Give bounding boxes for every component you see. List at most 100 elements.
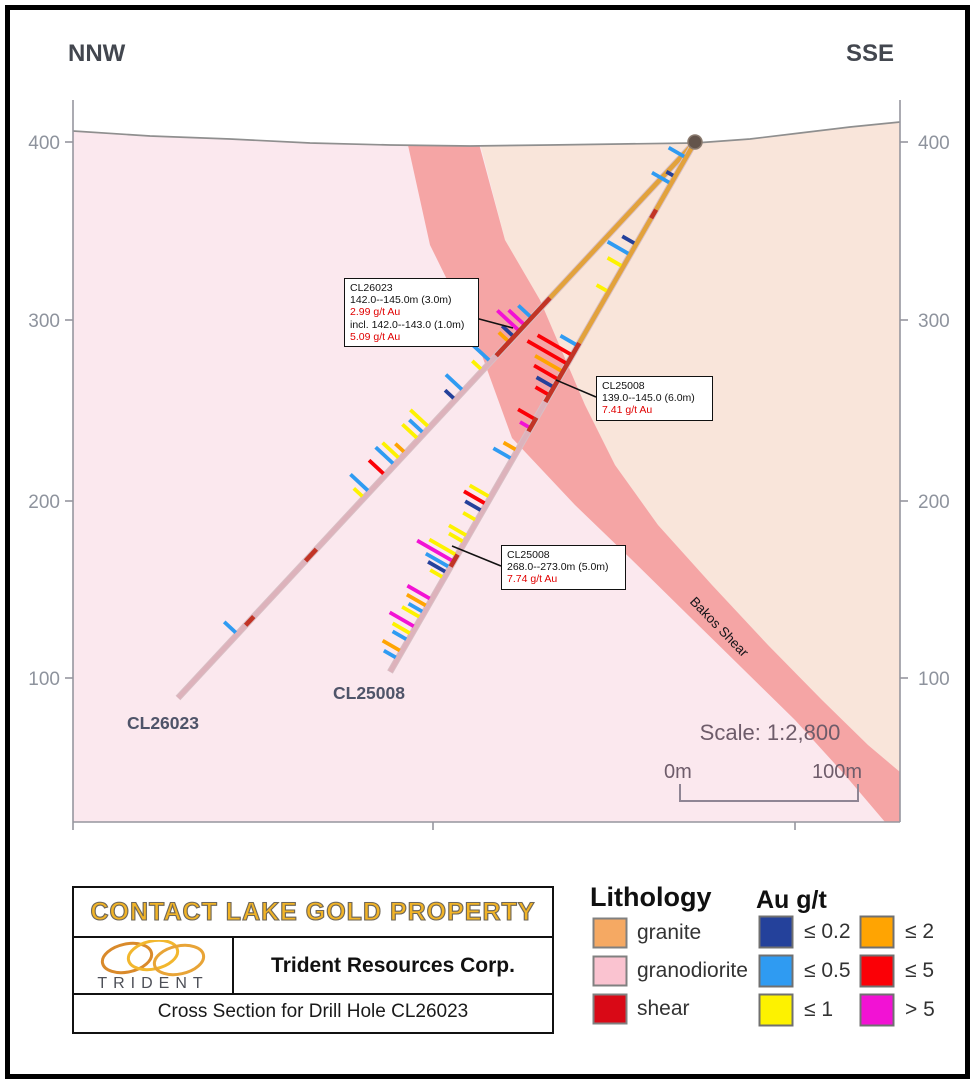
company-name: Trident Resources Corp.: [271, 953, 515, 977]
legend-label: ≤ 5: [905, 959, 935, 982]
au-gt5-swatch: [859, 993, 895, 1027]
trace-graphic: [391, 621, 413, 636]
legend-label: ≤ 0.2: [804, 920, 851, 943]
granite-swatch: [592, 917, 628, 949]
legend-item-au-1: ≤ 1: [758, 993, 833, 1027]
axis-label-right-200: 200: [918, 492, 950, 513]
legend-label: ≤ 1: [804, 998, 834, 1021]
au-0.2-swatch: [758, 915, 794, 949]
trace-graphic: [388, 610, 417, 630]
trace-graphic: [428, 537, 459, 558]
trace-graphic: [424, 551, 452, 570]
trace-graphic: [416, 538, 455, 564]
trace-graphic: [577, 217, 654, 345]
legend-label: granodiorite: [637, 959, 748, 982]
trace-graphic: [621, 234, 638, 246]
legend-label: > 5: [905, 998, 935, 1021]
shear-band: [402, 118, 900, 822]
legend-item-au-0.2: ≤ 0.2: [758, 915, 851, 949]
trace-graphic: [492, 446, 514, 461]
trace-graphic: [352, 486, 366, 500]
hole-label-cl25008: CL25008: [333, 683, 405, 703]
trace-graphic: [444, 373, 465, 393]
scale-right-label: 100m: [812, 761, 862, 783]
trident-logo-text: TRIDENT: [97, 975, 208, 992]
orientation-label-nnw: NNW: [68, 40, 126, 67]
callout-line: 268.0--273.0m (5.0m): [507, 561, 609, 574]
property-title: CONTACT LAKE GOLD PROPERTY: [90, 897, 536, 926]
trace-graphic: [349, 472, 371, 494]
trident-logo: TRIDENT: [74, 938, 234, 993]
callout-cl25008-268m: CL25008 268.0--273.0m (5.0m) 7.74 g/t Au: [501, 545, 626, 590]
trace-graphic: [176, 623, 248, 700]
trace-graphic: [534, 354, 564, 374]
trace-graphic: [222, 620, 239, 636]
trace-graphic: [496, 309, 521, 333]
au-legend-title: Au g/t: [756, 886, 827, 914]
trace-graphic: [533, 363, 560, 382]
trace-graphic: [401, 422, 420, 441]
shear-swatch: [592, 993, 628, 1025]
callout-line: 5.09 g/t Au: [350, 330, 401, 343]
callout-cl25008-139m: CL25008 139.0--145.0 (6.0m) 7.41 g/t Au: [596, 376, 713, 421]
trace-graphic: [429, 568, 446, 580]
trace-graphic: [406, 584, 433, 602]
trace-graphic: [427, 560, 449, 575]
legend-label: ≤ 2: [905, 920, 935, 943]
trace-graphic: [651, 170, 673, 186]
trace-graphic: [548, 140, 697, 300]
trace-graphic: [448, 553, 460, 568]
trace-graphic: [534, 385, 551, 397]
callout-line: 7.41 g/t Au: [602, 404, 653, 417]
drill-traces: [175, 139, 698, 701]
trace-graphic: [502, 440, 519, 453]
trace-graphic: [243, 614, 256, 627]
trace-graphic: [462, 511, 478, 523]
au-5-swatch: [859, 954, 895, 988]
trace-graphic: [463, 489, 488, 506]
axis-label-right-400: 400: [918, 133, 950, 154]
trace-graphic: [606, 240, 632, 257]
axis-label-left-400: 400: [28, 133, 60, 154]
trace-graphic: [367, 458, 387, 477]
above-surface-mask: [70, 96, 903, 146]
axes: [65, 100, 908, 830]
legend-item-shear: shear: [592, 993, 690, 1025]
callout-line: CL26023: [350, 282, 393, 294]
trace-graphic: [559, 334, 579, 348]
surface-line: [72, 121, 901, 147]
granite-region: [472, 112, 900, 772]
trace-graphic: [409, 408, 431, 429]
scale-left-label: 0m: [664, 761, 692, 783]
scale-label: Scale: 1:2,800: [700, 720, 841, 745]
trace-graphic: [535, 375, 555, 389]
callout-line: 142.0--145.0m (3.0m): [350, 294, 452, 307]
trace-graphic: [374, 445, 396, 467]
trace-graphic: [526, 416, 539, 433]
legend-item-au-2: ≤ 2: [859, 915, 934, 949]
legend-item-granodiorite: granodiorite: [592, 955, 748, 987]
callout-line: 7.74 g/t Au: [507, 573, 558, 586]
title-block: CONTACT LAKE GOLD PROPERTY TRIDENT Tride…: [72, 886, 554, 1034]
scale-bar: [679, 784, 859, 802]
trace-graphic: [606, 256, 625, 269]
trace-graphic: [382, 648, 399, 661]
trace-graphic: [314, 354, 498, 551]
legend-label: granite: [637, 921, 702, 944]
axis-label-right-300: 300: [918, 311, 950, 332]
trace-graphic: [494, 296, 552, 358]
trace-graphic: [595, 283, 610, 294]
callout-line: 2.99 g/t Au: [350, 306, 401, 319]
trace-graphic: [534, 400, 548, 419]
drill-collar: [687, 134, 703, 150]
callout-cl26023-142m: CL26023 142.0--145.0m (3.0m) 2.99 g/t Au…: [344, 278, 479, 348]
granodiorite-swatch: [592, 955, 628, 987]
orientation-label-sse: SSE: [846, 40, 895, 67]
axis-label-right-100: 100: [918, 669, 950, 690]
trace-graphic: [667, 145, 687, 160]
trace-graphic: [303, 547, 319, 563]
hole-label-cl26023: CL26023: [127, 713, 199, 733]
lithology-legend-title: Lithology: [590, 882, 712, 912]
